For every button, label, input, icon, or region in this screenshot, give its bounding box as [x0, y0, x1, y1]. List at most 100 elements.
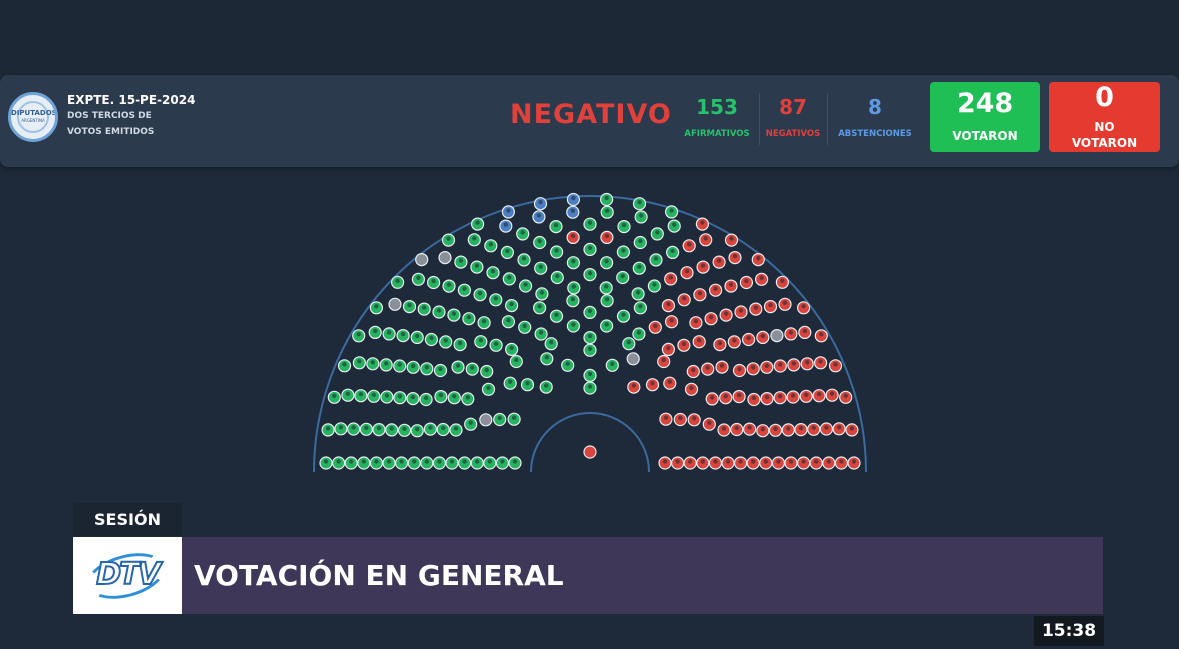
seat [773, 391, 787, 405]
seat [724, 233, 739, 247]
seat [682, 239, 696, 253]
seat [583, 242, 597, 257]
seat [508, 456, 522, 470]
clock: 15:38 [1034, 616, 1104, 646]
seat [712, 255, 726, 269]
seat [344, 456, 358, 470]
seat [369, 301, 384, 315]
seat [742, 332, 756, 347]
seat [489, 338, 503, 352]
seat [689, 316, 703, 330]
seat [708, 456, 722, 470]
seat [695, 217, 709, 231]
seat [768, 423, 783, 437]
subtitle-line-1: DOS TERCIOS DE [67, 111, 152, 121]
seat [746, 456, 760, 470]
seat [665, 315, 679, 329]
seat [327, 390, 341, 404]
seat [600, 205, 614, 219]
seat [784, 327, 798, 341]
seat [756, 330, 770, 344]
seat [673, 412, 687, 427]
seat [787, 358, 801, 372]
seat [683, 456, 697, 470]
subtitle-line-2: VOTOS EMITIDOS [67, 127, 155, 137]
seat [382, 456, 396, 470]
seat [366, 357, 380, 371]
seat [507, 412, 521, 426]
seat [367, 389, 381, 403]
seat [797, 456, 811, 470]
seat [540, 352, 554, 366]
seat [719, 308, 733, 322]
seat [549, 219, 563, 234]
seat [406, 360, 420, 374]
seat [470, 456, 484, 470]
seat [661, 299, 675, 313]
seat [828, 359, 843, 373]
divider [827, 93, 828, 145]
seat [461, 392, 475, 406]
seat [390, 275, 405, 289]
seat [825, 388, 839, 402]
seat [734, 456, 748, 470]
seat [368, 325, 382, 339]
seat [732, 390, 746, 404]
seat [773, 359, 787, 373]
lower-third-title: VOTACIÓN EN GENERAL [182, 537, 1103, 614]
seat [500, 245, 514, 260]
seat [449, 423, 463, 437]
seat [484, 239, 498, 253]
seat [705, 392, 719, 406]
seat [747, 392, 761, 407]
seat [665, 205, 679, 219]
seat [432, 456, 446, 470]
seat [483, 456, 497, 470]
seat [702, 417, 716, 431]
seat [583, 305, 597, 319]
seat [730, 422, 744, 437]
seat [583, 267, 597, 282]
logo-text-main: DIPUTADOS [11, 109, 57, 117]
seat [832, 422, 846, 436]
seat [658, 456, 672, 470]
logo-text-sub: ARGENTINA [21, 118, 45, 123]
seat [520, 378, 535, 392]
seat [696, 456, 710, 470]
seat [739, 275, 753, 290]
seat [732, 363, 747, 378]
votaron-box: 248 VOTARON [930, 82, 1040, 152]
seat [763, 300, 778, 314]
seat [566, 192, 580, 207]
seat [544, 337, 558, 351]
top-band [0, 0, 1179, 75]
seat [784, 456, 798, 470]
seat [770, 329, 784, 343]
seat [632, 327, 646, 341]
seat [645, 378, 660, 392]
seat [715, 360, 729, 374]
seat [402, 300, 417, 314]
seat [382, 327, 396, 341]
seat [814, 329, 828, 343]
seat [321, 423, 335, 437]
seat [566, 230, 580, 245]
seat [666, 245, 680, 260]
seat [616, 309, 631, 323]
seat [799, 389, 813, 403]
vote-result: NEGATIVO [510, 99, 672, 130]
seat [423, 422, 437, 436]
chamber-hemicycle [313, 192, 867, 473]
seat [583, 343, 597, 357]
negativos-count: 87 [779, 95, 807, 119]
diputados-logo: DIPUTADOS ARGENTINA [8, 92, 58, 142]
seat [396, 329, 410, 343]
seat [489, 293, 503, 307]
seat [822, 456, 836, 470]
seat [649, 253, 663, 267]
seat [566, 256, 580, 270]
seat [465, 362, 479, 376]
seat [432, 305, 446, 319]
seat [659, 412, 673, 426]
seat [622, 337, 636, 351]
